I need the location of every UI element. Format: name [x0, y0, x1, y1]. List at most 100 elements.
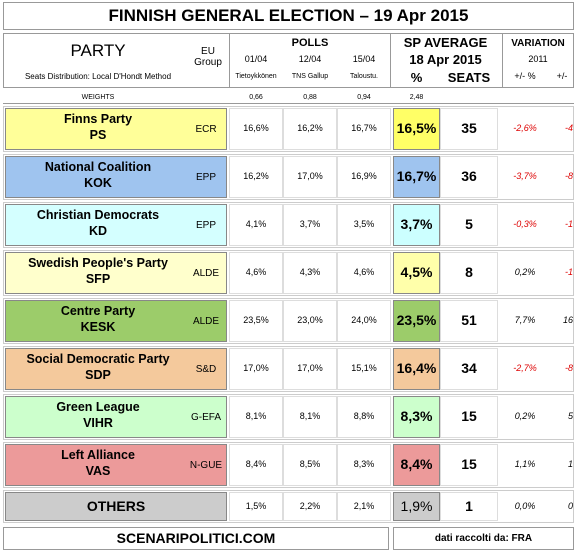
- footer-collected: dati raccolti da: FRA: [434, 533, 533, 544]
- party-name: Christian Democrats: [36, 208, 160, 223]
- seats-cell: [440, 300, 498, 342]
- poll-value: 23,0%: [297, 315, 323, 326]
- seats-value: 51: [461, 312, 477, 329]
- poll-date: 12/04: [298, 54, 322, 65]
- poll-value: 8,5%: [299, 459, 321, 470]
- row-box: [3, 394, 574, 440]
- poll-value: 23,5%: [243, 315, 269, 326]
- poll-cell: [337, 348, 391, 390]
- poll-value: 8,4%: [245, 459, 267, 470]
- eu-group: ALDE: [192, 267, 220, 279]
- poll-cell: [337, 396, 391, 438]
- poll-cell: [337, 300, 391, 342]
- party-cell: [5, 252, 227, 294]
- party-name: Social Democratic Party: [26, 352, 170, 367]
- poll-cell: [229, 444, 283, 486]
- var-pct-value: 0,2%: [514, 267, 536, 278]
- seats-cell: [440, 204, 498, 246]
- variation-header: VARIATION: [511, 37, 565, 49]
- row-box: [3, 106, 574, 152]
- footer-box: [3, 527, 389, 550]
- poll-cell: [283, 396, 337, 438]
- polls-header: POLLS: [291, 36, 329, 49]
- poll-value: 16,2%: [297, 123, 323, 134]
- sp-value: 1,9%: [400, 497, 433, 514]
- poll-cell: [283, 492, 337, 521]
- party-cell: [5, 300, 227, 342]
- seats-cell: [440, 492, 498, 521]
- poll-value: 1,5%: [245, 500, 267, 511]
- sp-cell: [393, 108, 440, 150]
- row-box: [3, 202, 574, 248]
- pct-header: %: [410, 69, 423, 85]
- party-name: OTHERS: [86, 497, 146, 514]
- poll-value: 4,6%: [245, 267, 267, 278]
- var-seats-header: +/-: [556, 71, 568, 82]
- poll-value: 17,0%: [297, 363, 323, 374]
- seats-cell: [440, 444, 498, 486]
- party-name: National Coalition: [44, 160, 152, 175]
- party-abbr: VAS: [85, 464, 111, 479]
- poll-value: 17,0%: [297, 171, 323, 182]
- poll-cell: [283, 444, 337, 486]
- sp-value: 16,4%: [396, 360, 437, 377]
- poll-value: 16,2%: [243, 171, 269, 182]
- eu-group: ALDE: [192, 315, 220, 327]
- party-abbr: PS: [89, 128, 107, 143]
- party-abbr: VIHR: [83, 416, 113, 431]
- eu-group: G-EFA: [190, 411, 221, 423]
- var-seats-value: 1: [567, 459, 573, 470]
- poll-cell: [283, 252, 337, 294]
- party-name: Finns Party: [63, 112, 133, 127]
- poll-value: 8,8%: [353, 411, 375, 422]
- party-abbr: KD: [88, 224, 108, 239]
- row-box: [3, 346, 574, 392]
- sp-value: 16,7%: [396, 168, 437, 185]
- poll-value: 3,5%: [353, 219, 375, 230]
- row-box: [3, 490, 574, 523]
- party-name: Centre Party: [60, 304, 136, 319]
- seats-cell: [440, 156, 498, 198]
- poll-value: 24,0%: [351, 315, 377, 326]
- poll-value: 15,1%: [351, 363, 377, 374]
- party-abbr: KOK: [84, 176, 112, 191]
- poll-value: 3,7%: [299, 219, 321, 230]
- row-box: [3, 250, 574, 296]
- poll-cell: [229, 156, 283, 198]
- sp-cell: [393, 156, 440, 198]
- sp-value: 4,5%: [400, 264, 433, 281]
- poll-value: 8,3%: [353, 459, 375, 470]
- poll-cell: [283, 348, 337, 390]
- var-pct-value: 7,7%: [514, 315, 536, 326]
- var-seats-value: 0: [567, 500, 573, 511]
- sp-cell: [393, 204, 440, 246]
- seats-value: 35: [461, 120, 477, 137]
- sp-value: 8,4%: [400, 456, 433, 473]
- seats-cell: [440, 252, 498, 294]
- seats-value: 1: [465, 497, 473, 514]
- var-pct-value: 1,1%: [514, 459, 536, 470]
- sp-cell: [393, 348, 440, 390]
- poll-date: 15/04: [352, 54, 376, 65]
- party-name: Green League: [56, 400, 140, 415]
- party-cell: [5, 108, 227, 150]
- weights-box: [3, 91, 574, 104]
- poll-cell: [229, 348, 283, 390]
- sp-cell: [393, 492, 440, 521]
- footer-collected-box: [393, 527, 574, 550]
- poll-cell: [283, 156, 337, 198]
- party-cell: [5, 348, 227, 390]
- eu-group: N-GUE: [189, 459, 223, 471]
- footer-source: SCENARIPOLITICI.COM: [116, 529, 276, 546]
- party-cell: [5, 156, 227, 198]
- party-header: PARTY: [70, 40, 126, 60]
- poll-source: Tietoykkönen: [235, 73, 277, 81]
- sp-value: 3,7%: [400, 216, 433, 233]
- header-box: [3, 33, 574, 88]
- sp-value: 23,5%: [396, 312, 437, 329]
- var-seats-value: 5: [567, 411, 573, 422]
- poll-cell: [337, 252, 391, 294]
- party-abbr: SFP: [85, 272, 111, 287]
- var-pct-value: -2,7%: [513, 363, 537, 374]
